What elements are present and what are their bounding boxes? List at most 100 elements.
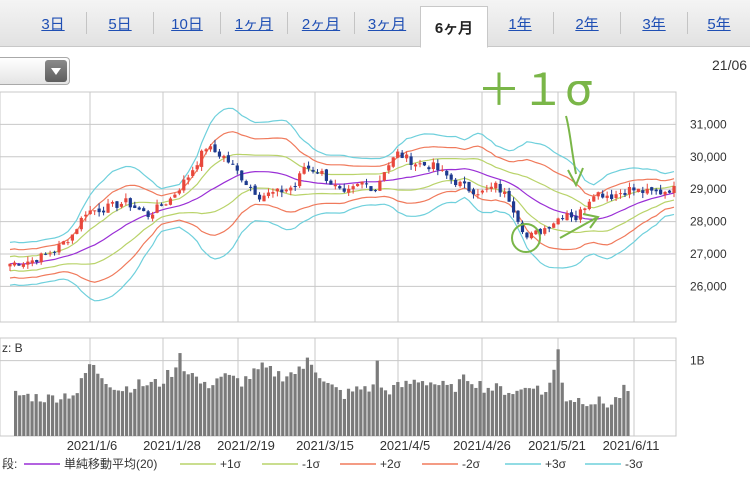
volume-bar <box>564 401 568 436</box>
candle-body <box>476 194 480 196</box>
candle-body <box>632 187 636 191</box>
candle-body <box>360 181 364 185</box>
candle-body <box>583 208 587 211</box>
tab-2y[interactable]: 2年 <box>575 15 599 33</box>
volume-bar <box>161 383 166 436</box>
candle-body <box>560 218 565 220</box>
tab-1m[interactable]: 1ヶ月 <box>234 15 274 33</box>
volume-bar <box>441 380 445 436</box>
volume-bar <box>626 391 630 436</box>
tab-10d[interactable]: 10日 <box>171 15 203 33</box>
volume-bar <box>38 401 42 436</box>
candle-body <box>489 186 493 189</box>
volume-bar <box>120 391 125 436</box>
candle-body <box>650 187 654 191</box>
candle-body <box>355 183 360 187</box>
volume-bar <box>314 372 318 436</box>
volume-bar <box>597 396 601 436</box>
candle-body <box>485 188 489 190</box>
candle-body <box>240 170 244 181</box>
candle-body <box>672 185 676 193</box>
tab-3y[interactable]: 3年 <box>642 15 666 33</box>
candle-body <box>191 170 195 176</box>
volume-bar <box>264 367 268 436</box>
volume-bar <box>129 392 133 436</box>
candlestick-series <box>8 139 676 271</box>
date-label: 21/06 <box>712 57 748 73</box>
candle-body <box>213 144 217 153</box>
volume-bar <box>124 386 129 436</box>
candle-body <box>222 155 226 158</box>
volume-bar <box>42 402 46 436</box>
volume-bar <box>153 379 157 436</box>
legend-label: +2σ <box>380 457 402 471</box>
candle-body <box>440 169 444 171</box>
volume-bar <box>190 373 194 436</box>
price-tick-label: 26,000 <box>690 279 727 293</box>
candle-body <box>124 198 128 203</box>
chart-legend: 段: 単純移動平均(20) +1σ -1σ +2σ -2σ +3σ -3σ <box>2 456 644 471</box>
tab-3m[interactable]: 3ヶ月 <box>367 15 407 33</box>
candle-body <box>396 151 400 158</box>
date-axis: 2021/1/6 2021/1/28 2021/2/19 2021/3/15 2021/… <box>67 438 660 453</box>
volume-bar <box>260 362 264 436</box>
candle-body <box>610 194 614 199</box>
tab-2m[interactable]: 2ヶ月 <box>301 15 341 33</box>
period-tab-bar: 3日 5日 10日 1ヶ月 2ヶ月 3ヶ月 6ヶ月 1年 2年 3年 5年 <box>0 0 750 48</box>
candle-body <box>275 188 279 192</box>
select-button[interactable] <box>45 60 67 82</box>
tab-3d[interactable]: 3日 <box>41 15 65 33</box>
volume-bar <box>453 391 457 436</box>
candle-body <box>329 180 333 185</box>
candle-body <box>44 253 48 255</box>
arrow-head-icon <box>582 213 600 229</box>
price-axis: 31,000 30,000 29,000 28,000 27,000 26,000 <box>690 117 727 293</box>
candle-body <box>26 261 30 265</box>
candle-body <box>494 182 498 189</box>
legend-label: -1σ <box>302 457 321 471</box>
tab-6m[interactable]: 6ヶ月 <box>420 6 488 48</box>
volume-bar <box>601 403 605 436</box>
volume-bar <box>309 364 314 436</box>
candle-body <box>173 194 177 198</box>
plus-2-sigma-line <box>9 131 675 251</box>
candle-body <box>284 189 288 192</box>
volume-bar <box>552 369 556 436</box>
volume-bar <box>186 374 190 436</box>
candle-body <box>21 263 25 267</box>
candle-body <box>525 232 529 238</box>
indicator-select[interactable] <box>0 57 70 85</box>
volume-bar <box>174 367 178 436</box>
candle-body <box>413 164 418 167</box>
candle-body <box>48 253 52 255</box>
tab-5d[interactable]: 5日 <box>108 15 132 33</box>
candle-body <box>164 204 168 206</box>
volume-tick-label: 1B <box>690 354 705 368</box>
annotation-layer: ＋１σ <box>477 65 600 253</box>
legend-label: -2σ <box>462 457 481 471</box>
candle-body <box>431 162 435 170</box>
volume-bar <box>166 369 170 436</box>
volume-bar <box>231 375 236 436</box>
candle-body <box>480 190 484 193</box>
candle-body <box>115 201 119 208</box>
volume-bar <box>116 390 120 436</box>
tab-1y[interactable]: 1年 <box>508 15 532 33</box>
price-tick-label: 31,000 <box>690 117 727 131</box>
candle-body <box>369 186 373 192</box>
candle-body <box>614 194 618 199</box>
tab-divider <box>687 12 688 34</box>
candle-body <box>66 242 70 244</box>
candle-body <box>623 193 627 195</box>
candle-body <box>556 218 560 225</box>
bollinger-bands <box>9 107 675 302</box>
volume-bar <box>437 385 441 436</box>
tab-5y[interactable]: 5年 <box>707 15 731 33</box>
volume-bar <box>170 376 174 436</box>
candle-body <box>569 212 574 218</box>
tab-divider <box>86 12 87 34</box>
volume-bar <box>457 379 462 436</box>
candle-body <box>324 169 329 181</box>
candle-body <box>231 163 235 165</box>
candle-body <box>52 251 57 253</box>
